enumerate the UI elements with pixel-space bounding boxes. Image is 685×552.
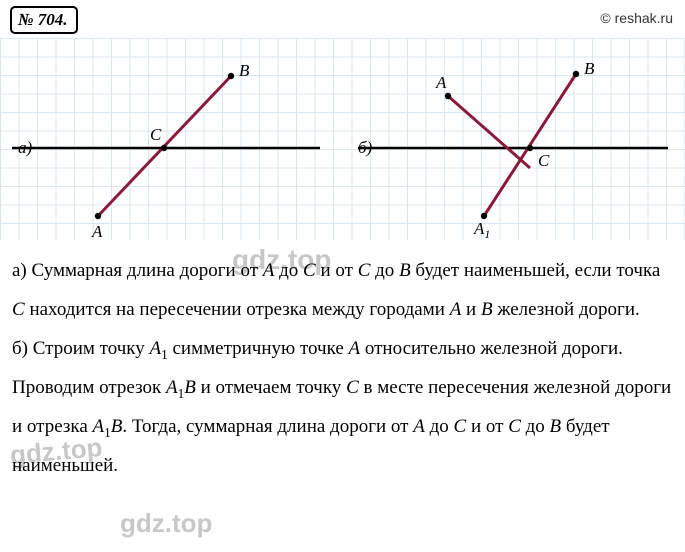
label-a-right: A bbox=[435, 73, 447, 92]
point-b-left bbox=[228, 73, 234, 79]
watermark: gdz.top bbox=[120, 508, 212, 539]
point-c-left bbox=[161, 145, 167, 151]
diagram-svg: а) A B C б) A B C A1 bbox=[0, 38, 685, 240]
problem-number: № 704. bbox=[10, 6, 78, 34]
header: № 704. © reshak.ru bbox=[0, 0, 685, 38]
point-c-right bbox=[527, 145, 533, 151]
solution-part-a: а) Суммарная длина дороги от A до C и от… bbox=[12, 252, 673, 330]
copyright: © reshak.ru bbox=[600, 10, 673, 26]
point-a-right bbox=[445, 93, 451, 99]
point-b-right bbox=[573, 71, 579, 77]
label-b-right: B bbox=[584, 59, 595, 78]
label-b-left: B bbox=[239, 61, 250, 80]
label-c-left: C bbox=[150, 125, 162, 144]
diagram-right: б) A B C A1 bbox=[358, 59, 668, 240]
diagram-area: а) A B C б) A B C A1 bbox=[0, 38, 685, 240]
label-b-part: б) bbox=[358, 138, 373, 157]
diagram-left: а) A B C bbox=[12, 61, 320, 240]
label-a-part: а) bbox=[18, 138, 33, 157]
point-a-left bbox=[95, 213, 101, 219]
solution-text: а) Суммарная длина дороги от A до C и от… bbox=[0, 240, 685, 486]
solution-part-b: б) Строим точку A1 симметричную точке A … bbox=[12, 330, 673, 486]
label-a-left: A bbox=[91, 222, 103, 240]
label-c-right: C bbox=[538, 151, 550, 170]
segment-ac-right bbox=[448, 96, 530, 168]
label-a1-right: A1 bbox=[473, 219, 490, 240]
